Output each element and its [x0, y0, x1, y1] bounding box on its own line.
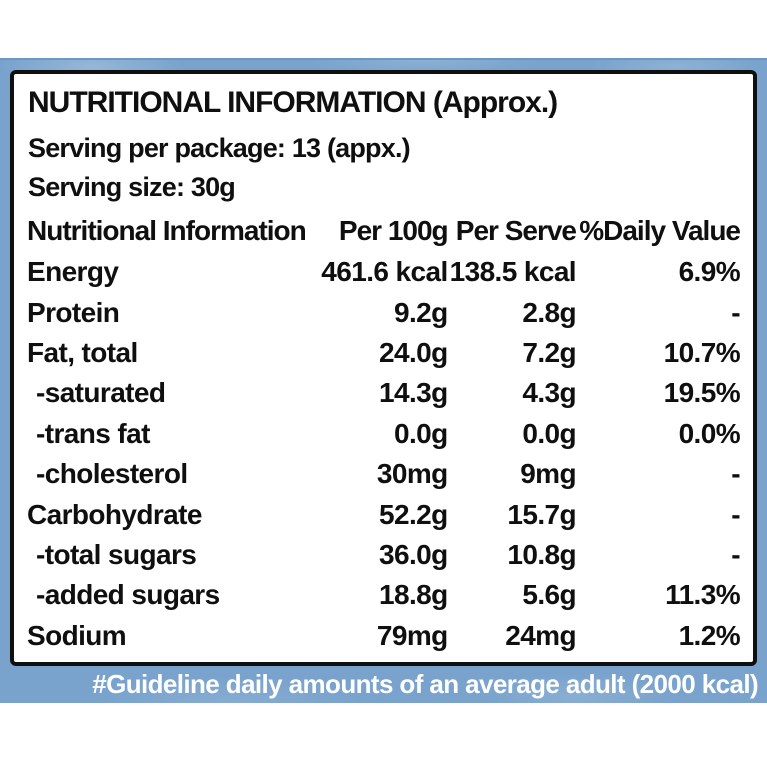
nutrition-row: Protein 9.2g 2.8g - — [27, 292, 741, 332]
daily-value-percent: - — [731, 458, 740, 490]
daily-value-percent: 10.7% — [663, 336, 741, 368]
daily-value-percent: 19.5% — [663, 377, 741, 409]
guideline-footnote: #Guideline daily amounts of an average a… — [92, 669, 758, 699]
per-serve-value: 9mg — [520, 458, 576, 490]
column-header-per-100g: Per 100g — [338, 214, 449, 246]
daily-value-percent: 0.0% — [678, 417, 741, 449]
daily-value-percent: 11.3% — [665, 579, 740, 611]
per-serve-value: 10.8g — [507, 538, 576, 570]
nutrition-row: -saturated 14.3g 4.3g 19.5% — [27, 373, 741, 413]
serving-per-package-text: Serving per package: 13 (appx.) — [28, 133, 411, 163]
nutrient-name: Carbohydrate — [27, 498, 202, 530]
nutrition-rows: Energy 461.6 kcal 138.5 kcal 6.9% Protei… — [27, 252, 741, 656]
nutrition-row: -cholesterol 30mg 9mg - — [27, 454, 741, 494]
nutrient-name: -cholesterol — [36, 458, 188, 490]
daily-value-percent: - — [731, 296, 740, 328]
per-serve-value: 24mg — [505, 619, 576, 651]
nutrient-name: -total sugars — [36, 538, 197, 570]
per-serve-value: 7.2g — [522, 336, 576, 368]
nutrient-name: -trans fat — [36, 417, 150, 449]
nutrient-name: Energy — [27, 256, 119, 288]
per-100g-value: 461.6 kcal — [321, 256, 448, 288]
per-100g-value: 36.0g — [379, 538, 448, 570]
nutrient-name: -added sugars — [36, 579, 220, 611]
per-100g-value: 18.8g — [379, 579, 448, 611]
nutrient-name: Sodium — [27, 619, 127, 651]
per-100g-value: 30mg — [376, 458, 448, 490]
nutrient-name: Protein — [27, 296, 120, 328]
per-serve-value: 15.7g — [507, 498, 576, 530]
per-serve-value: 0.0g — [522, 417, 576, 449]
per-100g-value: 14.3g — [379, 377, 448, 409]
per-serve-value: 138.5 kcal — [449, 256, 577, 288]
nutrient-name: -saturated — [36, 377, 166, 409]
daily-value-percent: - — [731, 538, 740, 570]
column-header-per-serve: Per Serve — [455, 214, 577, 246]
per-serve-value: 2.8g — [522, 296, 576, 328]
nutrition-label-title: NUTRITIONAL INFORMATION (Approx.) — [28, 86, 558, 119]
per-100g-value: 0.0g — [394, 417, 448, 449]
nutrition-row: Energy 461.6 kcal 138.5 kcal 6.9% — [27, 252, 741, 292]
per-100g-value: 79mg — [376, 619, 448, 651]
nutrition-row: -added sugars 18.8g 5.6g 11.3% — [27, 575, 741, 615]
column-header-nutrient: Nutritional Information — [27, 214, 307, 246]
serving-size-text: Serving size: 30g — [28, 172, 236, 202]
per-serve-value: 5.6g — [522, 579, 576, 611]
per-100g-value: 9.2g — [394, 296, 448, 328]
nutrition-row: -trans fat 0.0g 0.0g 0.0% — [27, 414, 741, 454]
nutrition-row: Fat, total 24.0g 7.2g 10.7% — [27, 333, 741, 373]
daily-value-percent: 1.2% — [678, 619, 741, 651]
nutrition-table-header: Nutritional Information Per 100g Per Ser… — [27, 209, 741, 252]
column-header-daily-value: %Daily Value — [579, 214, 741, 246]
daily-value-percent: - — [731, 498, 740, 530]
nutrition-row: Carbohydrate 52.2g 15.7g - — [27, 494, 741, 534]
per-100g-value: 52.2g — [379, 498, 448, 530]
per-serve-value: 4.3g — [522, 377, 576, 409]
nutrition-row: Sodium 79mg 24mg 1.2% — [27, 616, 741, 656]
nutrition-label-panel: NUTRITIONAL INFORMATION (Approx.) Servin… — [10, 70, 757, 666]
nutrient-name: Fat, total — [27, 336, 138, 368]
nutrition-row: -total sugars 36.0g 10.8g - — [27, 535, 741, 575]
nutrition-table: Nutritional Information Per 100g Per Ser… — [27, 209, 741, 656]
daily-value-percent: 6.9% — [678, 256, 741, 288]
per-100g-value: 24.0g — [379, 336, 448, 368]
